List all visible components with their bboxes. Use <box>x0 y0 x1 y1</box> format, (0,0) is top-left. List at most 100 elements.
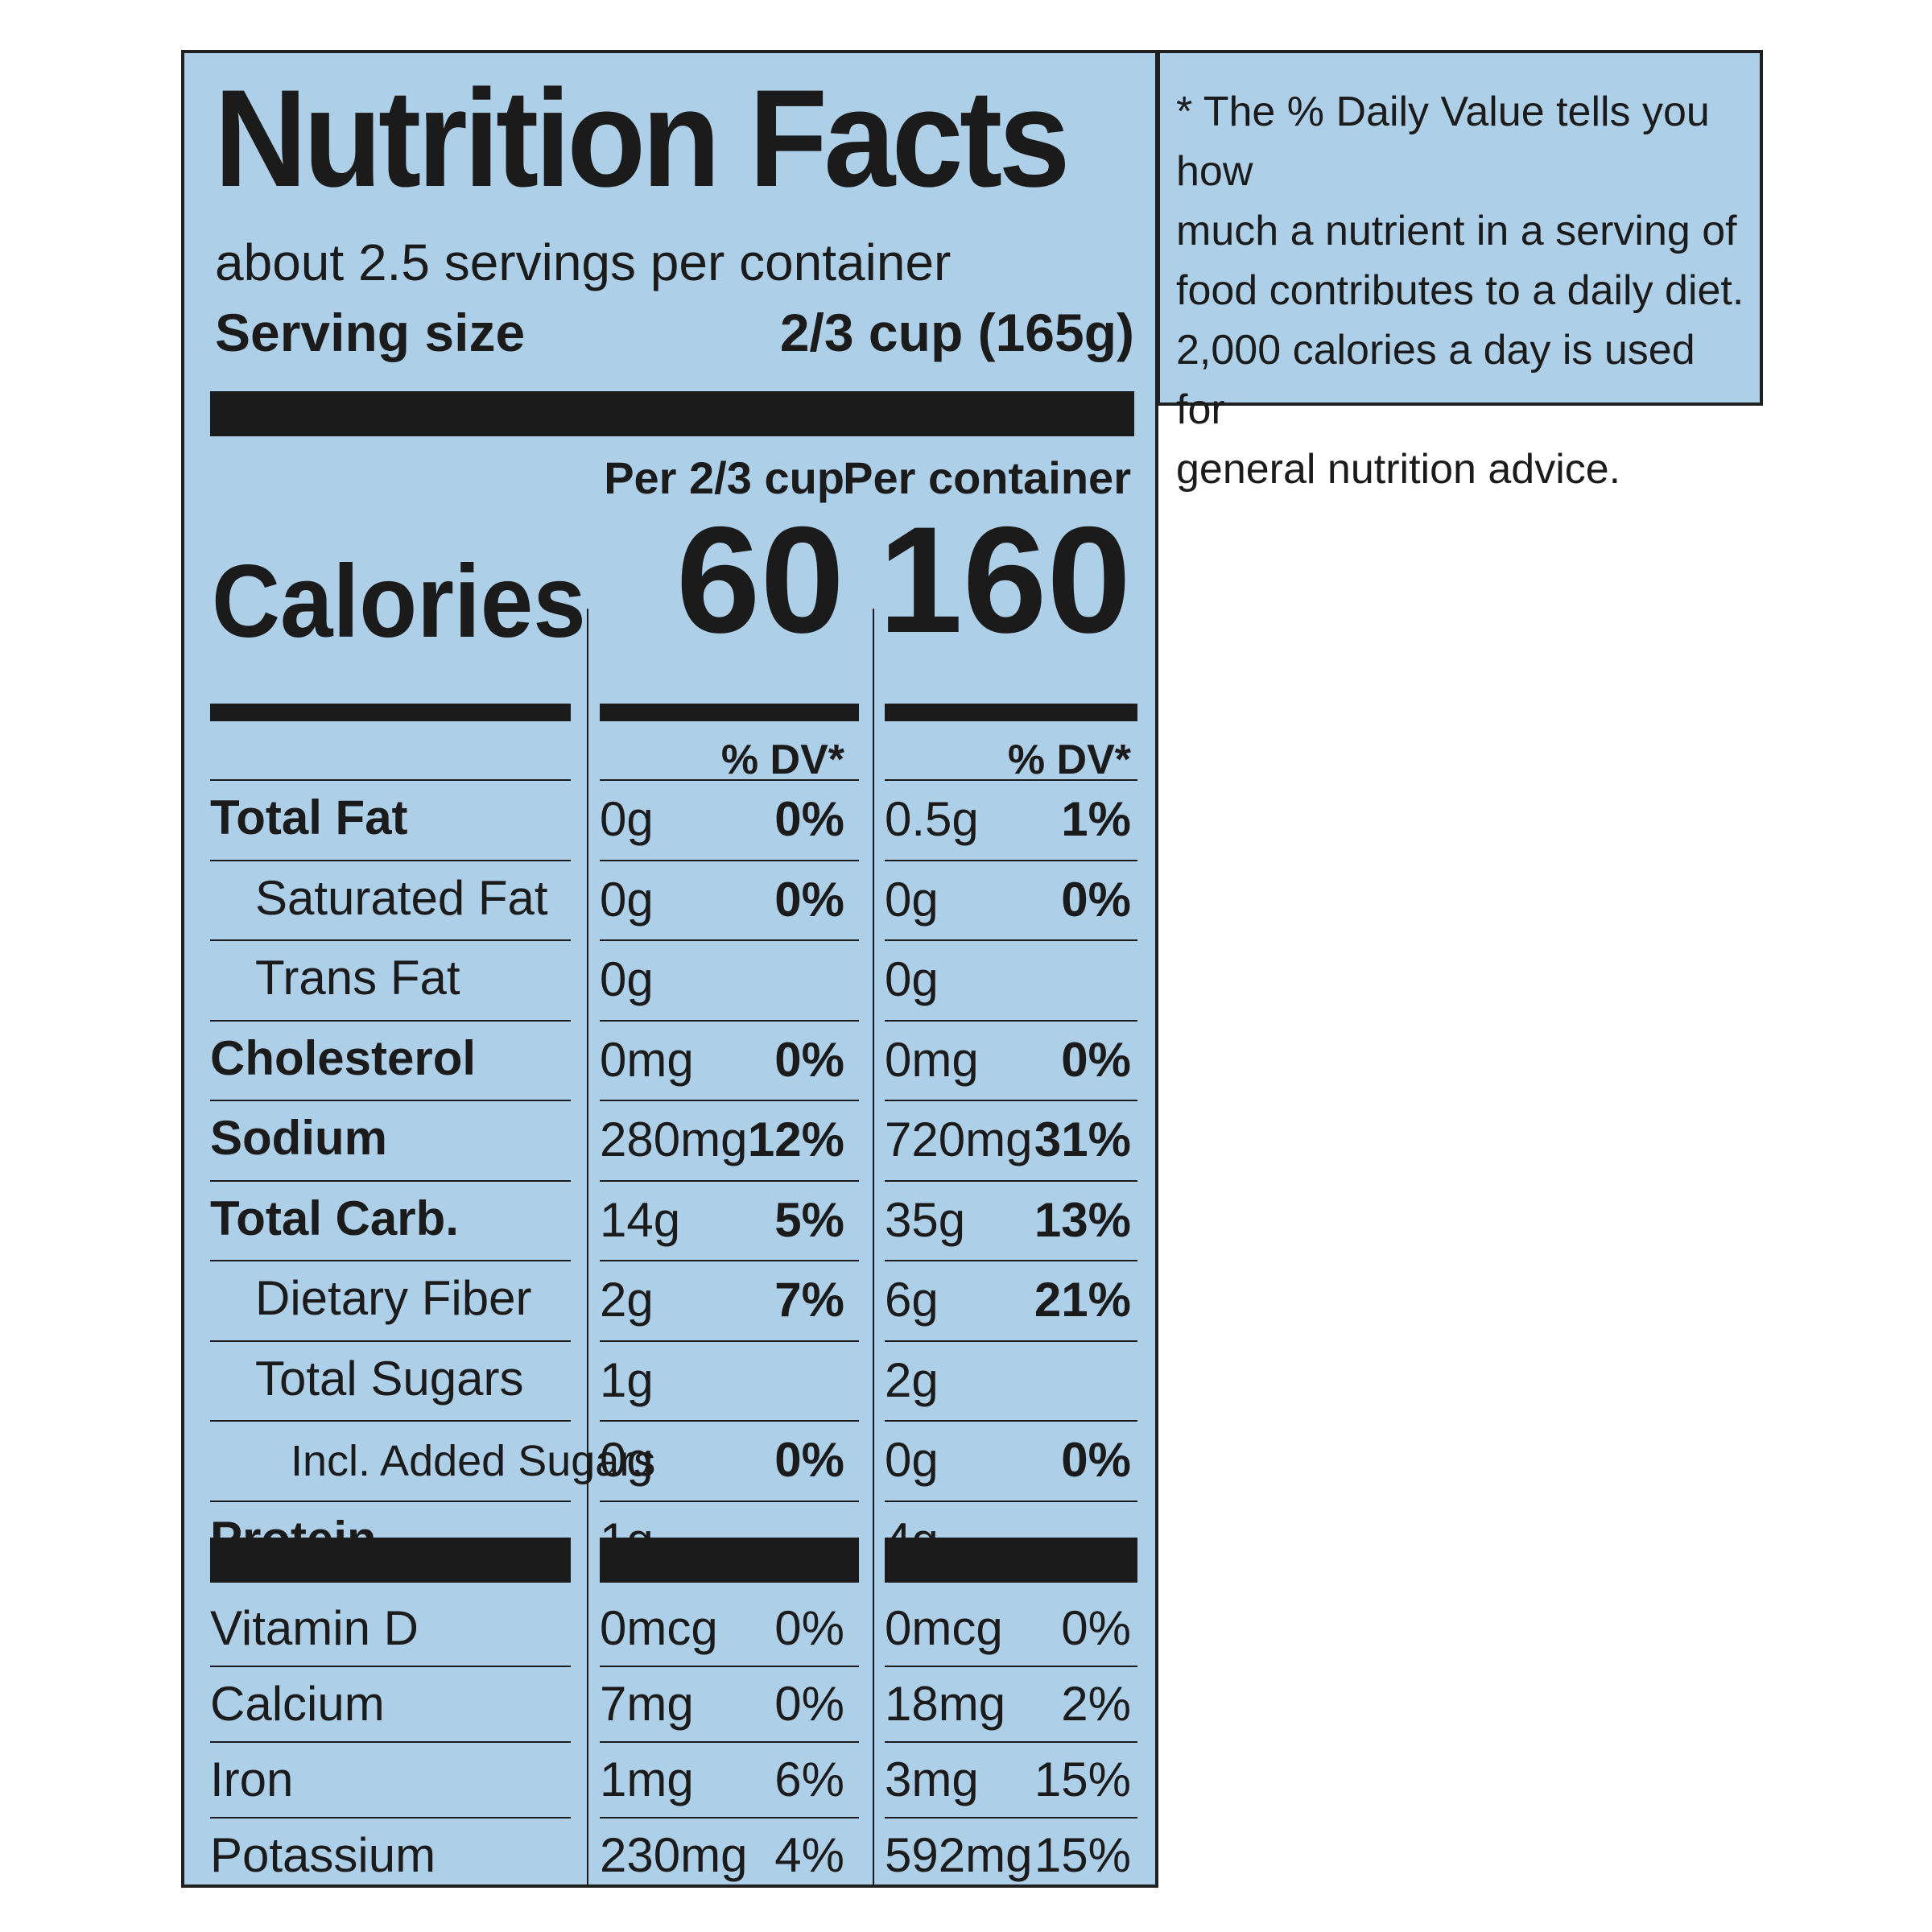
calcium-dv-serving: 0% <box>774 1677 844 1731</box>
nutrition-facts-title: Nutrition Facts <box>214 61 1071 216</box>
total-fat-dv-serving: 0% <box>774 792 844 846</box>
sodium-dv-serving: 12% <box>747 1113 844 1166</box>
column-divider-2 <box>873 609 874 1885</box>
row-divider <box>885 1100 1137 1101</box>
calories-rule-label <box>210 704 571 721</box>
dietary-fiber-label: Dietary Fiber <box>255 1271 532 1325</box>
vitamin-d-dv-serving: 0% <box>774 1601 844 1655</box>
footnote-text: * The % Daily Value tells you how much a… <box>1176 89 1744 493</box>
row-divider <box>600 1666 859 1667</box>
row-divider <box>600 859 859 861</box>
row-divider <box>210 1500 571 1502</box>
saturated-fat-dv-container: 0% <box>1061 872 1131 927</box>
total-sugars-amount-container: 2g <box>885 1352 939 1407</box>
row-divider <box>885 1420 1137 1422</box>
thick-divider <box>210 391 1134 436</box>
iron-amount-serving: 1mg <box>600 1752 694 1806</box>
cholesterol-amount-serving: 0mg <box>600 1032 694 1087</box>
row-divider <box>885 1340 1137 1342</box>
dv-header-container: % DV* <box>1007 737 1131 783</box>
per-serving-column-header: Per 2/3 cup <box>604 452 844 503</box>
vitamin-d-amount-serving: 0mcg <box>600 1601 718 1655</box>
row-divider <box>885 859 1137 861</box>
iron-dv-container: 15% <box>1034 1752 1131 1806</box>
row-divider <box>210 1741 571 1743</box>
potassium-amount-container: 592mg <box>885 1828 1033 1882</box>
dietary-fiber-dv-serving: 7% <box>774 1273 844 1327</box>
potassium-amount-serving: 230mg <box>600 1828 748 1882</box>
row-divider <box>210 779 571 781</box>
total-fat-label: Total Fat <box>210 791 408 844</box>
vitamins-divider-serving <box>600 1538 859 1583</box>
servings-per-container: about 2.5 servings per container <box>215 233 952 291</box>
row-divider <box>210 859 571 861</box>
row-divider <box>210 939 571 941</box>
total-fat-amount-serving: 0g <box>600 792 654 846</box>
added-sugars-amount-container: 0g <box>885 1433 939 1487</box>
row-divider <box>600 1741 859 1743</box>
trans-fat-label: Trans Fat <box>255 951 460 1005</box>
saturated-fat-dv-serving: 0% <box>774 872 844 927</box>
vitamin-d-dv-container: 0% <box>1061 1601 1131 1655</box>
iron-dv-serving: 6% <box>774 1752 844 1806</box>
sodium-dv-container: 31% <box>1034 1113 1131 1166</box>
saturated-fat-amount-container: 0g <box>885 872 939 927</box>
row-divider <box>885 1019 1137 1022</box>
row-divider <box>210 1340 571 1342</box>
dietary-fiber-dv-container: 21% <box>1034 1273 1131 1327</box>
trans-fat-amount-serving: 0g <box>600 952 654 1006</box>
calcium-dv-container: 2% <box>1061 1677 1131 1731</box>
total-carb-label: Total Carb. <box>210 1191 459 1245</box>
daily-value-footnote: * The % Daily Value tells you how much a… <box>1157 50 1763 493</box>
potassium-label: Potassium <box>210 1828 436 1882</box>
saturated-fat-amount-serving: 0g <box>600 872 654 927</box>
row-divider <box>600 1340 859 1342</box>
row-divider <box>210 1179 571 1182</box>
dietary-fiber-amount-serving: 2g <box>600 1273 654 1327</box>
row-divider <box>600 779 859 781</box>
dv-header-serving: % DV* <box>720 737 844 783</box>
row-divider <box>885 1260 1137 1261</box>
potassium-dv-container: 15% <box>1034 1828 1131 1882</box>
calcium-amount-serving: 7mg <box>600 1677 694 1731</box>
added-sugars-label: Incl. Added Sugars <box>291 1437 656 1485</box>
sodium-amount-serving: 280mg <box>600 1113 748 1166</box>
row-divider <box>210 1100 571 1101</box>
trans-fat-amount-container: 0g <box>885 952 939 1006</box>
vitamin-d-label: Vitamin D <box>210 1601 419 1655</box>
vitamins-divider-label <box>210 1538 571 1583</box>
calcium-amount-container: 18mg <box>885 1677 1006 1731</box>
total-fat-amount-container: 0.5g <box>885 792 979 846</box>
vitamin-d-amount-container: 0mcg <box>885 1601 1003 1655</box>
row-divider <box>210 1019 571 1022</box>
row-divider <box>600 1260 859 1261</box>
calories-rule-container <box>885 704 1137 721</box>
cholesterol-label: Cholesterol <box>210 1030 477 1085</box>
row-divider <box>885 1817 1137 1818</box>
total-sugars-amount-serving: 1g <box>600 1352 654 1407</box>
iron-amount-container: 3mg <box>885 1752 979 1806</box>
cholesterol-dv-container: 0% <box>1061 1032 1131 1087</box>
cholesterol-amount-container: 0mg <box>885 1032 979 1087</box>
iron-label: Iron <box>210 1752 294 1806</box>
sodium-amount-container: 720mg <box>885 1113 1033 1166</box>
calories-per-container: 160 <box>878 495 1131 664</box>
dietary-fiber-amount-container: 6g <box>885 1273 939 1327</box>
per-container-column-header: Per container <box>843 452 1131 503</box>
total-carb-amount-container: 35g <box>885 1192 966 1247</box>
row-divider <box>600 1179 859 1182</box>
row-divider <box>600 1817 859 1818</box>
row-divider <box>885 1741 1137 1743</box>
row-divider <box>885 1666 1137 1667</box>
row-divider <box>885 1179 1137 1182</box>
row-divider <box>600 1420 859 1422</box>
serving-size-label: Serving size <box>215 303 526 362</box>
column-divider-1 <box>587 609 588 1885</box>
row-divider <box>600 1019 859 1022</box>
calories-rule-serving <box>600 704 859 721</box>
row-divider <box>210 1666 571 1667</box>
total-carb-dv-serving: 5% <box>774 1192 844 1247</box>
total-carb-amount-serving: 14g <box>600 1192 681 1247</box>
row-divider <box>600 1100 859 1101</box>
added-sugars-dv-container: 0% <box>1061 1433 1131 1487</box>
